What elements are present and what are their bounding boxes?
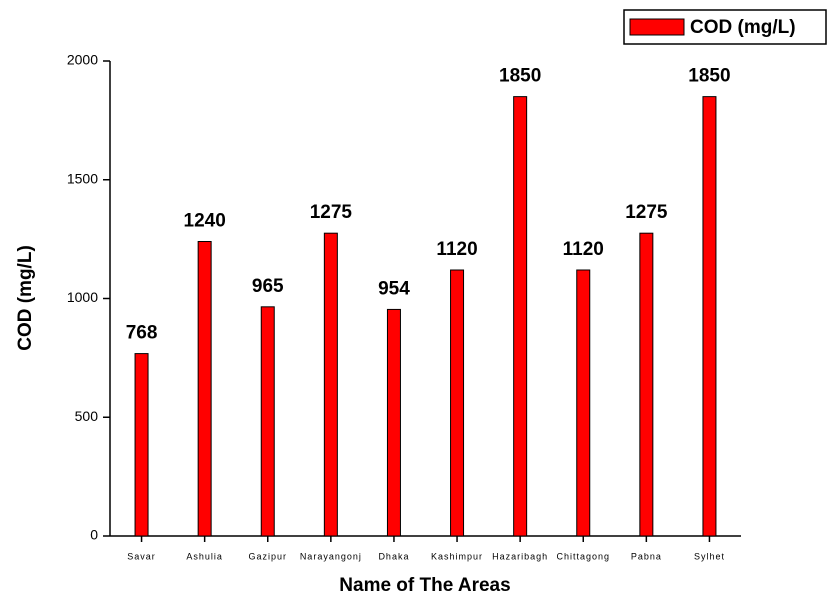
- x-tick-label: Ashulia: [186, 551, 223, 561]
- bar: [702, 96, 717, 537]
- data-label: 1275: [310, 202, 353, 223]
- x-tick-label: Dhaka: [378, 551, 409, 561]
- data-label: 954: [378, 278, 410, 299]
- data-label: 1120: [563, 239, 604, 260]
- x-tick-label: Pabna: [631, 551, 662, 561]
- bar: [386, 308, 401, 537]
- bar: [197, 241, 212, 537]
- y-tick-label: 1000: [67, 289, 98, 305]
- data-label: 1120: [436, 239, 477, 260]
- legend-label: COD (mg/L): [690, 17, 796, 38]
- y-tick-label: 0: [90, 527, 98, 543]
- data-label: 965: [252, 276, 284, 297]
- bar: [260, 306, 275, 537]
- data-label: 1850: [499, 66, 541, 87]
- x-tick-label: Narayangonj: [300, 551, 362, 561]
- data-label: 1850: [688, 66, 730, 87]
- data-label: 768: [126, 323, 158, 344]
- bar: [450, 269, 465, 537]
- x-tick-label: Hazaribagh: [492, 551, 548, 561]
- y-tick-label: 500: [75, 408, 99, 424]
- y-tick-label: 2000: [67, 52, 98, 68]
- x-tick-label: Gazipur: [248, 551, 287, 561]
- y-tick-label: 1500: [67, 170, 98, 186]
- bar: [576, 269, 591, 537]
- bar: [134, 353, 149, 537]
- bar: [323, 232, 338, 537]
- bar: [639, 232, 654, 537]
- x-tick-label: Savar: [127, 551, 156, 561]
- legend-swatch: [629, 18, 685, 36]
- bar: [513, 96, 528, 537]
- x-tick-label: Kashimpur: [431, 551, 483, 561]
- x-axis-label: Name of The Areas: [339, 575, 510, 596]
- data-label: 1240: [184, 211, 226, 232]
- x-tick-label: Chittagong: [556, 551, 610, 561]
- data-label: 1275: [625, 202, 668, 223]
- x-tick-label: Sylhet: [694, 551, 725, 561]
- y-axis-label: COD (mg/L): [15, 245, 36, 351]
